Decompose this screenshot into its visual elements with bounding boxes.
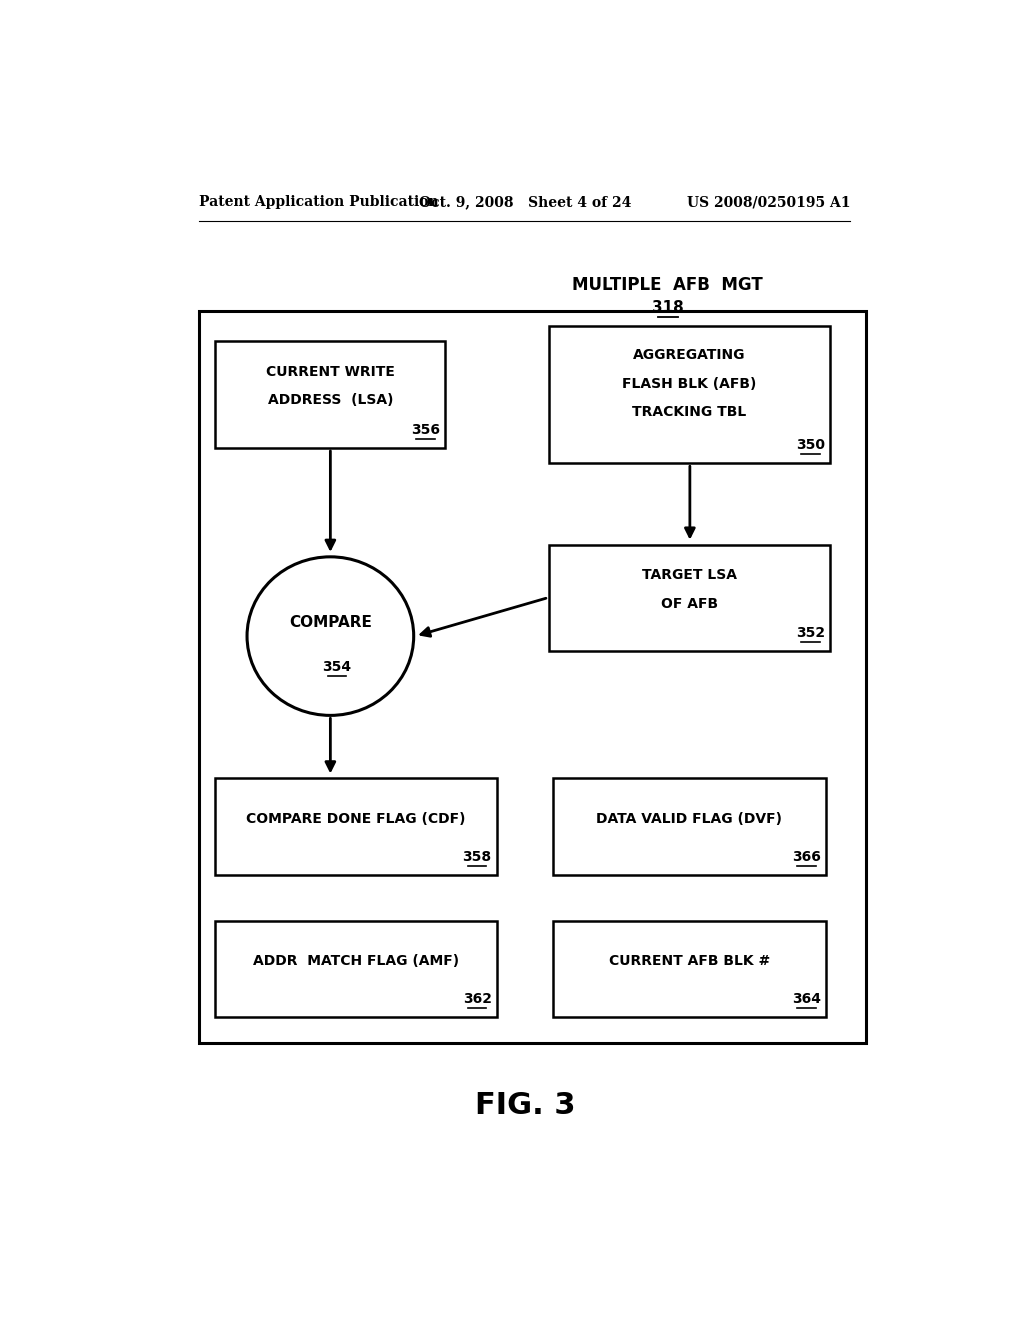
FancyBboxPatch shape: [549, 326, 830, 463]
Text: OF AFB: OF AFB: [660, 597, 718, 611]
Text: AGGREGATING: AGGREGATING: [633, 348, 745, 362]
Text: COMPARE: COMPARE: [289, 615, 372, 631]
Text: MULTIPLE  AFB  MGT: MULTIPLE AFB MGT: [572, 276, 763, 294]
Text: 356: 356: [411, 422, 440, 437]
Text: FIG. 3: FIG. 3: [474, 1092, 575, 1121]
Text: ADDR  MATCH FLAG (AMF): ADDR MATCH FLAG (AMF): [253, 954, 459, 969]
FancyBboxPatch shape: [215, 921, 497, 1018]
Text: 354: 354: [323, 660, 351, 673]
Text: ADDRESS  (LSA): ADDRESS (LSA): [267, 393, 393, 408]
Text: 352: 352: [796, 626, 825, 640]
Text: COMPARE DONE FLAG (CDF): COMPARE DONE FLAG (CDF): [247, 812, 466, 826]
Text: 350: 350: [796, 438, 825, 451]
Ellipse shape: [247, 557, 414, 715]
Text: 362: 362: [463, 991, 492, 1006]
FancyBboxPatch shape: [215, 779, 497, 875]
Text: 364: 364: [792, 991, 821, 1006]
Text: US 2008/0250195 A1: US 2008/0250195 A1: [687, 195, 850, 209]
FancyBboxPatch shape: [553, 779, 826, 875]
Text: TARGET LSA: TARGET LSA: [642, 568, 737, 582]
Text: Patent Application Publication: Patent Application Publication: [200, 195, 439, 209]
Text: DATA VALID FLAG (DVF): DATA VALID FLAG (DVF): [596, 812, 782, 826]
Text: CURRENT AFB BLK #: CURRENT AFB BLK #: [609, 954, 770, 969]
Text: CURRENT WRITE: CURRENT WRITE: [266, 364, 395, 379]
Text: TRACKING TBL: TRACKING TBL: [633, 405, 746, 420]
Text: FLASH BLK (AFB): FLASH BLK (AFB): [623, 376, 757, 391]
FancyBboxPatch shape: [200, 312, 866, 1043]
Text: 366: 366: [793, 850, 821, 863]
FancyBboxPatch shape: [549, 545, 830, 651]
FancyBboxPatch shape: [553, 921, 826, 1018]
Text: Oct. 9, 2008   Sheet 4 of 24: Oct. 9, 2008 Sheet 4 of 24: [419, 195, 631, 209]
Text: 318: 318: [651, 301, 684, 315]
FancyBboxPatch shape: [215, 342, 445, 447]
Text: 358: 358: [463, 850, 492, 863]
